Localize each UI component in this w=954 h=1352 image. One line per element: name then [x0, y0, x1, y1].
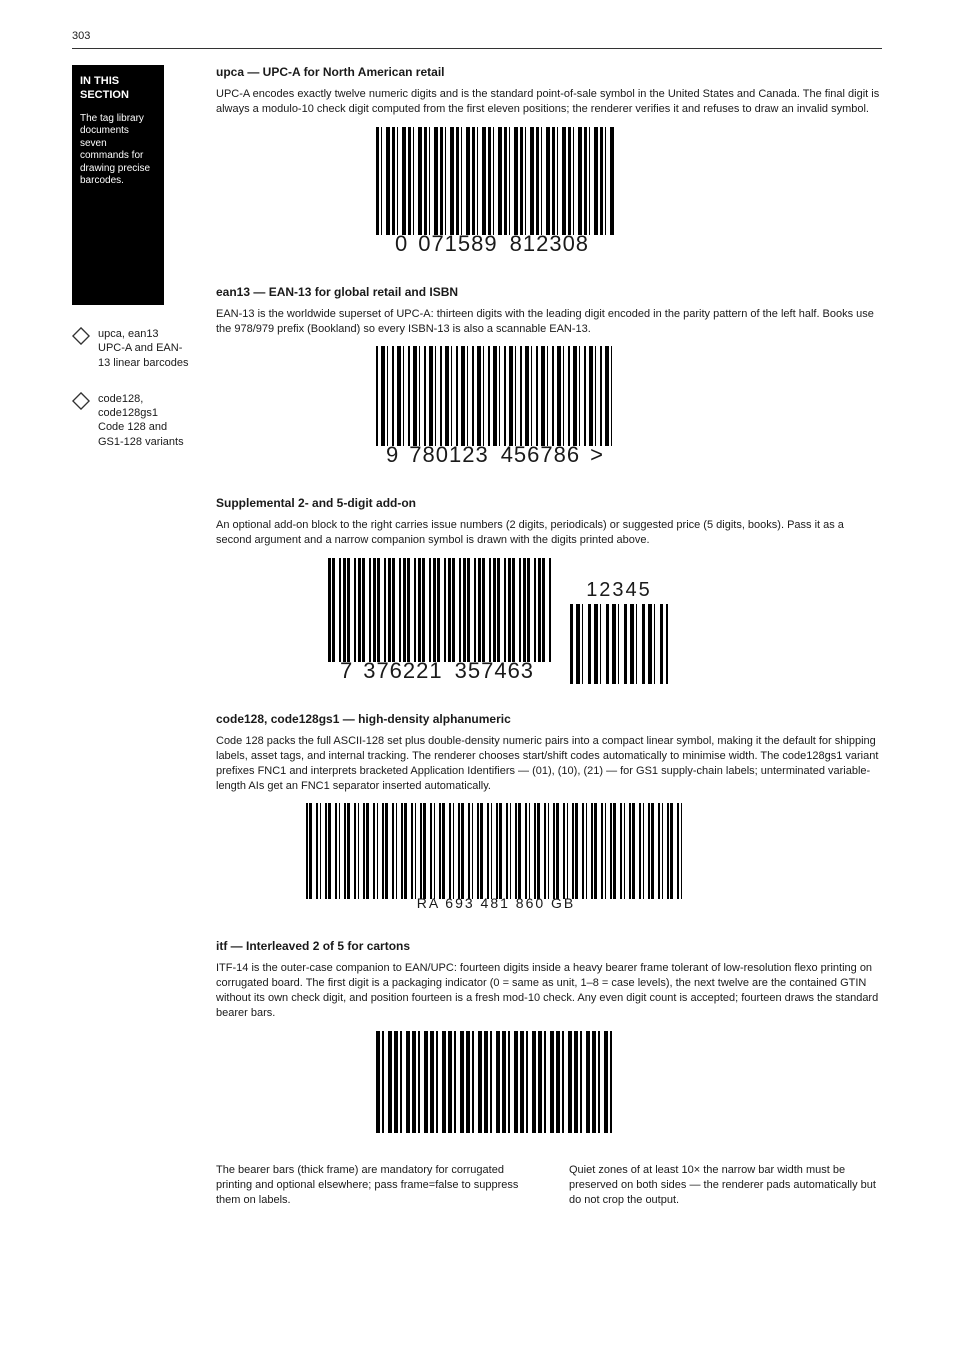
heading-upca: upca — UPC-A for North American retail	[216, 65, 882, 79]
body-ean13: EAN-13 is the worldwide superset of UPC-…	[216, 307, 882, 337]
barcode-digits: 7 376221 357463	[340, 658, 540, 684]
barcode-addon5: 12345	[570, 579, 668, 684]
itf-note-left: The bearer bars (thick frame) are mandat…	[216, 1163, 529, 1208]
sidebar-blackbox: IN THIS SECTION The tag library document…	[72, 65, 164, 305]
block-itf: itf — Interleaved 2 of 5 for cartons ITF…	[216, 939, 882, 1207]
diamond-icon	[72, 327, 90, 345]
top-rule	[72, 48, 882, 49]
barcode-ean13b: 7 376221 357463	[328, 558, 552, 684]
barcode-bars	[376, 127, 614, 235]
barcode-bars	[376, 1031, 612, 1133]
barcode-digits: 0 071589 812308	[395, 231, 595, 257]
heading-ean13: ean13 — EAN-13 for global retail and ISB…	[216, 285, 882, 299]
barcode-code128: RA 693 481 860 GB	[306, 803, 882, 911]
barcode-upca: 0 071589 812308	[376, 127, 882, 257]
page-number: 303	[72, 30, 882, 42]
heading-code128: code128, code128gs1 — high-density alpha…	[216, 712, 882, 726]
sidebar-title: IN THIS SECTION	[80, 75, 129, 101]
body-upca: UPC-A encodes exactly twelve numeric dig…	[216, 87, 882, 117]
toc-title: upca, ean13	[98, 327, 192, 341]
heading-itf: itf — Interleaved 2 of 5 for cartons	[216, 939, 882, 953]
block-upca: upca — UPC-A for North American retail U…	[216, 65, 882, 257]
toc-sub: Code 128 and GS1-128 variants	[98, 420, 192, 449]
barcode-itf	[376, 1031, 882, 1133]
barcode-text: RA 693 481 860 GB	[417, 895, 576, 911]
diamond-icon	[72, 392, 90, 410]
toc-sub: UPC-A and EAN-13 linear barcodes	[98, 341, 192, 370]
block-ean13-supp: Supplemental 2- and 5-digit add-on An op…	[216, 496, 882, 684]
itf-footnotes: The bearer bars (thick frame) are mandat…	[216, 1163, 882, 1208]
itf-note-right: Quiet zones of at least 10× the narrow b…	[569, 1163, 882, 1208]
toc-title: code128, code128gs1	[98, 392, 192, 421]
main-column: upca — UPC-A for North American retail U…	[216, 65, 882, 1235]
body-supp: An optional add-on block to the right ca…	[216, 518, 882, 548]
barcode-bars	[306, 803, 686, 899]
addon-digits: 12345	[586, 579, 652, 602]
page-root: 303 IN THIS SECTION The tag library docu…	[0, 0, 954, 1275]
body-itf: ITF-14 is the outer-case companion to EA…	[216, 961, 882, 1020]
sidebar-body: The tag library documents seven commands…	[80, 113, 156, 188]
sidebar: IN THIS SECTION The tag library document…	[72, 65, 192, 1235]
block-code128: code128, code128gs1 — high-density alpha…	[216, 712, 882, 911]
barcode-bars	[570, 604, 668, 684]
body-code128: Code 128 packs the full ASCII-128 set pl…	[216, 734, 882, 793]
heading-supp: Supplemental 2- and 5-digit add-on	[216, 496, 882, 510]
toc-item: code128, code128gs1 Code 128 and GS1-128…	[72, 392, 192, 449]
toc-item: upca, ean13 UPC-A and EAN-13 linear barc…	[72, 327, 192, 370]
barcode-ean13-with-addon: 7 376221 357463 12345	[328, 558, 882, 684]
barcode-digits: 9 780123 456786 >	[386, 442, 604, 468]
barcode-ean13: 9 780123 456786 >	[376, 346, 882, 468]
barcode-bars	[328, 558, 552, 662]
barcode-bars	[376, 346, 614, 446]
two-column-layout: IN THIS SECTION The tag library document…	[72, 65, 882, 1235]
block-ean13: ean13 — EAN-13 for global retail and ISB…	[216, 285, 882, 469]
